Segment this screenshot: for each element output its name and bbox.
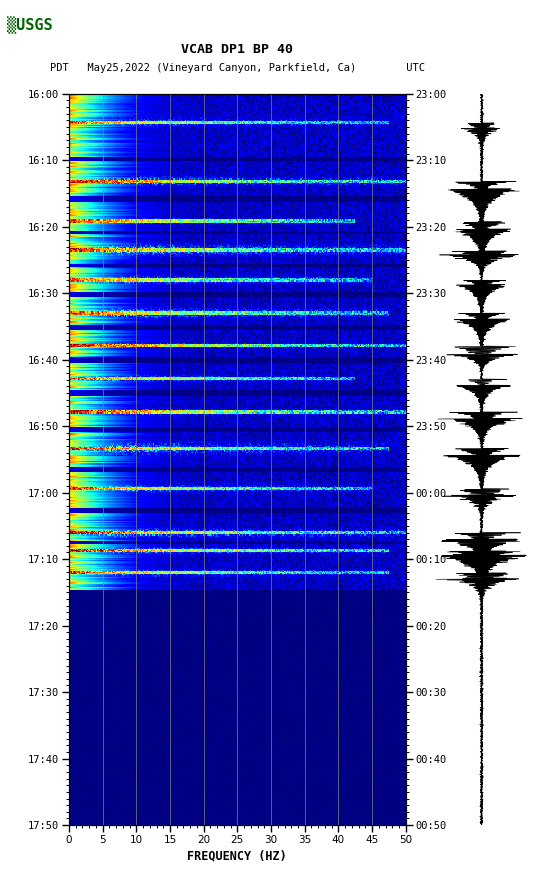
Text: VCAB DP1 BP 40: VCAB DP1 BP 40 <box>182 43 293 55</box>
Text: PDT   May25,2022 (Vineyard Canyon, Parkfield, Ca)        UTC: PDT May25,2022 (Vineyard Canyon, Parkfie… <box>50 62 425 73</box>
Text: ▒USGS: ▒USGS <box>7 16 52 34</box>
X-axis label: FREQUENCY (HZ): FREQUENCY (HZ) <box>188 849 287 862</box>
